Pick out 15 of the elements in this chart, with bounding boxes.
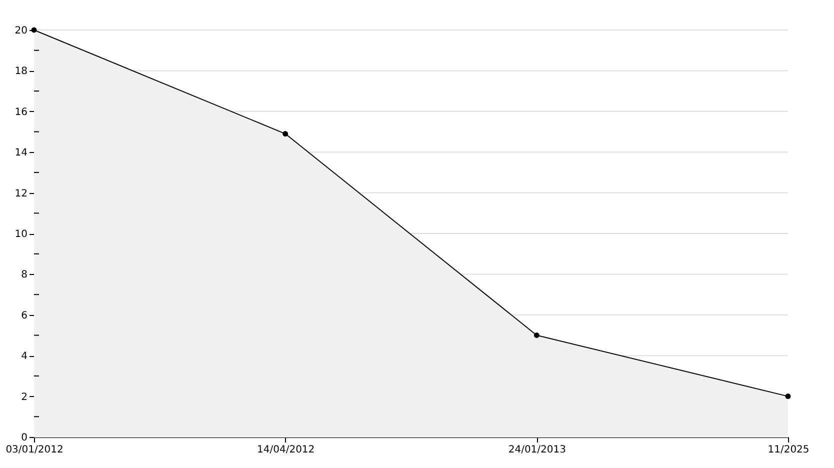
y-tick-label: 8 (21, 270, 28, 281)
x-tick-label: 24/01/2013 (508, 444, 566, 456)
y-tick-label: 20 (14, 26, 28, 36)
x-tick-label: 14/04/2012 (257, 444, 315, 456)
y-tick-label: 0 (21, 432, 28, 444)
y-tick-label: 14 (14, 148, 28, 159)
y-tick-label: 12 (14, 188, 28, 200)
x-tick-label: 11/2025 (768, 444, 810, 456)
y-tick-label: 2 (21, 392, 28, 403)
y-tick-label: 6 (21, 310, 28, 322)
y-tick-label: 18 (14, 66, 28, 78)
x-tick-label: 03/01/2012 (6, 444, 64, 456)
y-tick-label: 10 (14, 229, 28, 240)
y-tick-label: 16 (14, 106, 28, 118)
y-tick-label: 4 (21, 351, 28, 362)
